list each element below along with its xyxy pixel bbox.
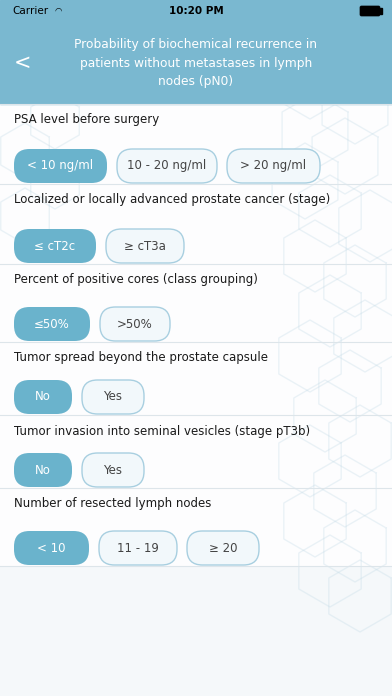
Bar bbox=[0, 488, 392, 566]
FancyBboxPatch shape bbox=[14, 149, 107, 183]
Bar bbox=[0, 104, 392, 184]
Text: Yes: Yes bbox=[103, 390, 122, 404]
Text: ≤50%: ≤50% bbox=[34, 317, 70, 331]
Bar bbox=[0, 22, 392, 104]
Bar bbox=[380, 8, 383, 14]
Text: > 20 ng/ml: > 20 ng/ml bbox=[240, 159, 307, 173]
Text: 10 - 20 ng/ml: 10 - 20 ng/ml bbox=[127, 159, 207, 173]
FancyBboxPatch shape bbox=[117, 149, 217, 183]
Text: PSA level before surgery: PSA level before surgery bbox=[14, 113, 159, 127]
Bar bbox=[0, 264, 392, 342]
Text: ≤ cT2c: ≤ cT2c bbox=[34, 239, 76, 253]
Text: Yes: Yes bbox=[103, 464, 122, 477]
Text: ≥ 20: ≥ 20 bbox=[209, 541, 237, 555]
Text: <: < bbox=[14, 53, 31, 73]
FancyBboxPatch shape bbox=[360, 6, 380, 16]
FancyBboxPatch shape bbox=[187, 531, 259, 565]
Text: < 10: < 10 bbox=[37, 541, 66, 555]
Text: 10:20 PM: 10:20 PM bbox=[169, 6, 223, 16]
Text: ◠: ◠ bbox=[54, 6, 62, 15]
Text: ≥ cT3a: ≥ cT3a bbox=[124, 239, 166, 253]
FancyBboxPatch shape bbox=[106, 229, 184, 263]
Bar bbox=[0, 342, 392, 415]
FancyBboxPatch shape bbox=[99, 531, 177, 565]
FancyBboxPatch shape bbox=[227, 149, 320, 183]
Text: Number of resected lymph nodes: Number of resected lymph nodes bbox=[14, 498, 211, 510]
FancyBboxPatch shape bbox=[14, 229, 96, 263]
Bar bbox=[0, 415, 392, 488]
Bar bbox=[0, 0, 392, 22]
Text: No: No bbox=[35, 464, 51, 477]
FancyBboxPatch shape bbox=[82, 380, 144, 414]
Text: Percent of positive cores (class grouping): Percent of positive cores (class groupin… bbox=[14, 274, 258, 287]
FancyBboxPatch shape bbox=[100, 307, 170, 341]
Text: Carrier: Carrier bbox=[12, 6, 48, 16]
Text: Localized or locally advanced prostate cancer (stage): Localized or locally advanced prostate c… bbox=[14, 193, 330, 207]
FancyBboxPatch shape bbox=[14, 453, 72, 487]
FancyBboxPatch shape bbox=[82, 453, 144, 487]
Text: Tumor invasion into seminal vesicles (stage pT3b): Tumor invasion into seminal vesicles (st… bbox=[14, 425, 310, 438]
Text: Tumor spread beyond the prostate capsule: Tumor spread beyond the prostate capsule bbox=[14, 351, 268, 365]
FancyBboxPatch shape bbox=[14, 531, 89, 565]
Text: Probability of biochemical recurrence in
patients without metastases in lymph
no: Probability of biochemical recurrence in… bbox=[74, 38, 318, 88]
Text: >50%: >50% bbox=[117, 317, 153, 331]
Text: 11 - 19: 11 - 19 bbox=[117, 541, 159, 555]
Text: < 10 ng/ml: < 10 ng/ml bbox=[27, 159, 94, 173]
Text: No: No bbox=[35, 390, 51, 404]
FancyBboxPatch shape bbox=[14, 307, 90, 341]
Bar bbox=[0, 184, 392, 264]
FancyBboxPatch shape bbox=[14, 380, 72, 414]
